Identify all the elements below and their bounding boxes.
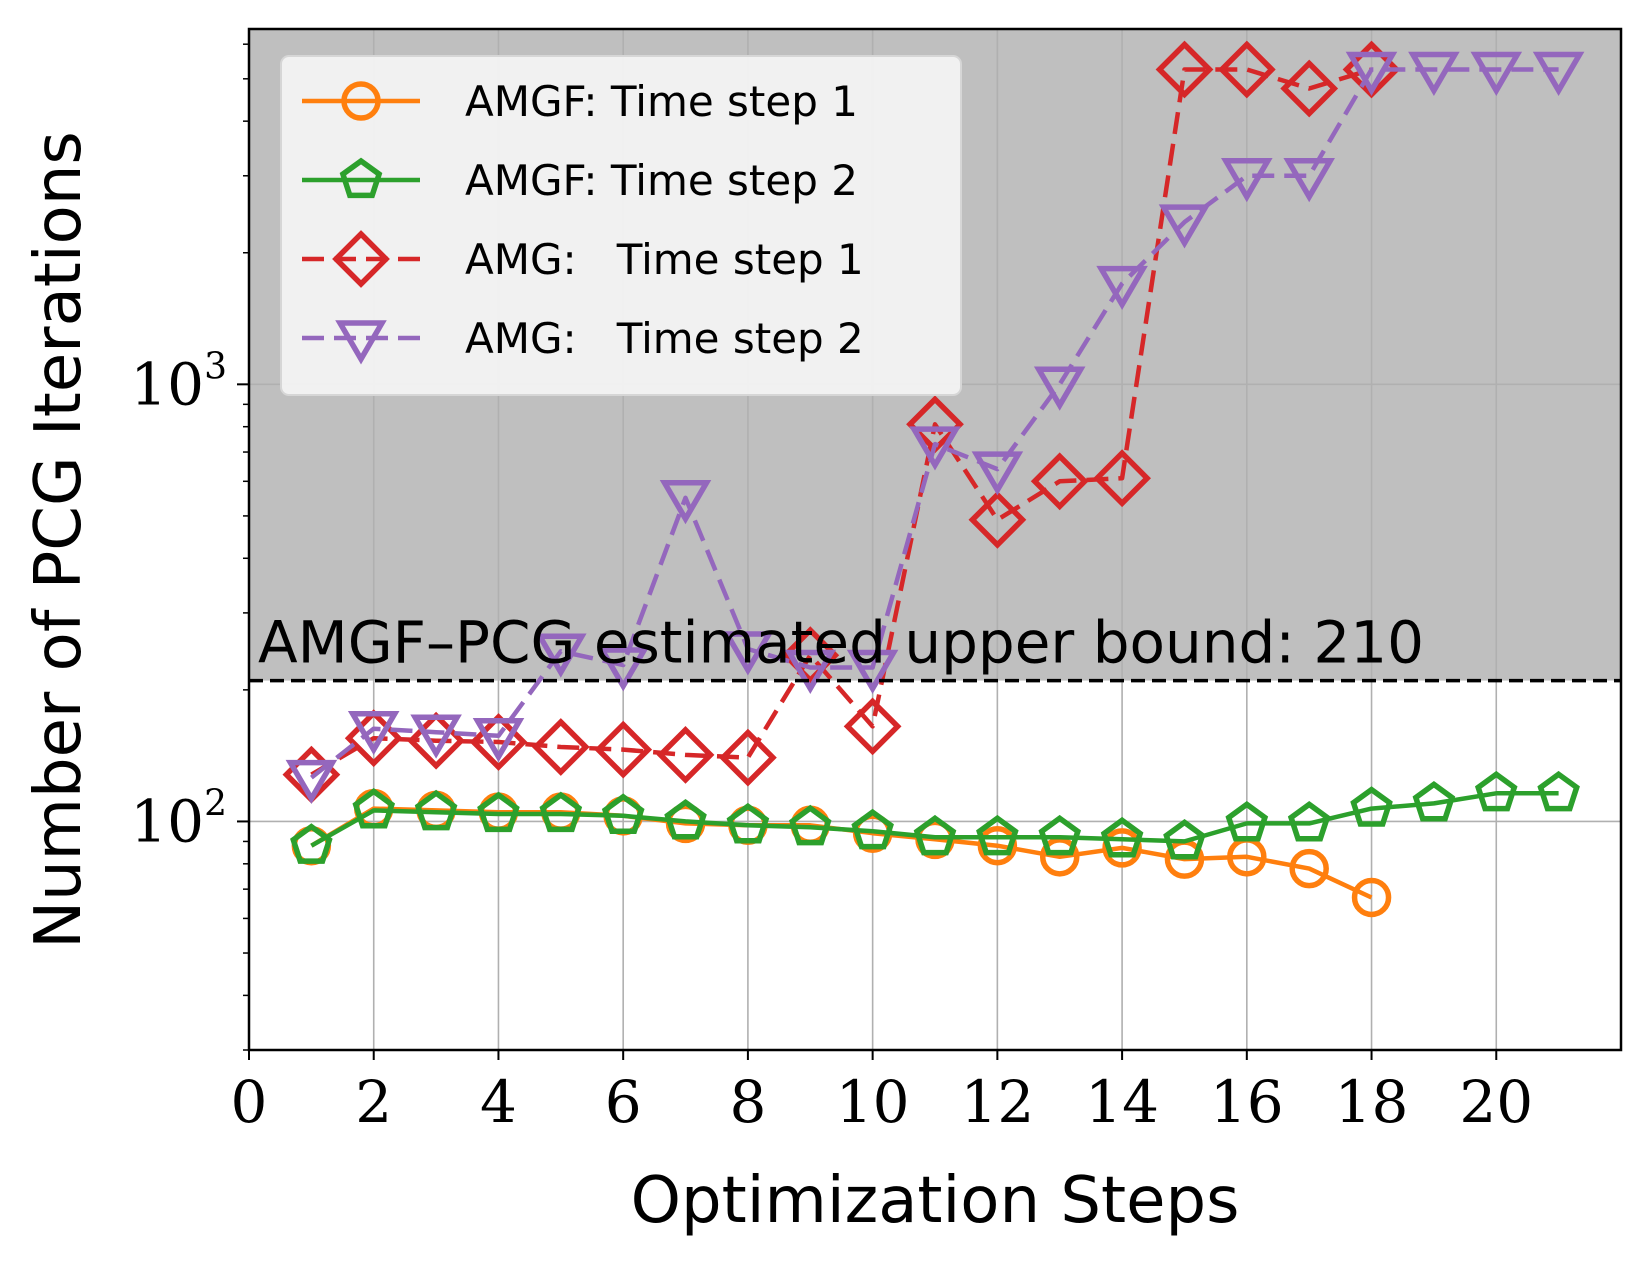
- legend-label: AMGF: Time step 1: [465, 77, 858, 126]
- series-line: [310, 67, 1559, 780]
- data-series: [282, 40, 1585, 918]
- data-point: [1096, 265, 1148, 311]
- y-axis-label: Number of PCG Iterations: [22, 131, 96, 949]
- data-point: [851, 808, 894, 850]
- data-point: [1038, 814, 1082, 856]
- legend-label: AMG: Time step 2: [465, 314, 864, 363]
- series-4: [285, 51, 1585, 805]
- data-point: [597, 647, 649, 692]
- legend-label: AMGF: Time step 2: [465, 156, 858, 205]
- data-point: [1039, 837, 1080, 877]
- legend-label: AMG: Time step 1: [465, 235, 864, 284]
- series-line: [310, 791, 1559, 848]
- data-point: [656, 726, 715, 784]
- x-tick-label: 8: [729, 1068, 766, 1136]
- data-point: [472, 718, 525, 763]
- data-point: [407, 711, 465, 770]
- data-point: [1474, 770, 1518, 812]
- data-point: [976, 814, 1019, 856]
- y-tick-label: 103: [130, 346, 227, 418]
- data-point: [977, 825, 1018, 866]
- x-tick-label: 10: [836, 1068, 910, 1136]
- data-point: [1289, 848, 1329, 889]
- upper-bound-line: AMGF–PCG estimated upper bound: 210: [249, 609, 1621, 683]
- data-point: [347, 710, 400, 756]
- legend-marker: [332, 230, 390, 288]
- data-point: [1280, 59, 1339, 118]
- y-tick-label: 102: [130, 783, 227, 855]
- data-point: [539, 791, 583, 833]
- data-point: [1100, 816, 1144, 858]
- data-point: [913, 814, 957, 856]
- data-point: [726, 802, 770, 844]
- x-tick-label: 4: [480, 1068, 517, 1136]
- series-2: [290, 770, 1580, 864]
- data-point: [410, 714, 462, 759]
- legend: AMGF: Time step 1 AMGF: Time step 2 AMG: T…: [280, 55, 962, 396]
- legend-marker: [341, 81, 381, 121]
- data-point: [1102, 828, 1142, 868]
- data-point: [784, 649, 837, 694]
- data-point: [1033, 366, 1086, 411]
- data-point: [1408, 51, 1460, 96]
- data-point: [968, 490, 1027, 549]
- data-point: [1283, 158, 1335, 203]
- data-point: [664, 798, 707, 840]
- data-point: [1163, 818, 1206, 860]
- x-tick-label: 16: [1210, 1068, 1284, 1136]
- data-point: [285, 759, 338, 805]
- data-point: [1537, 770, 1580, 812]
- x-tick-label: 12: [960, 1068, 1034, 1136]
- data-point: [1217, 40, 1276, 99]
- data-point: [601, 793, 645, 834]
- upper-bound-label: AMGF–PCG estimated upper bound: 210: [258, 609, 1424, 677]
- plot-frame: [247, 27, 1623, 1052]
- x-tick-label: 18: [1335, 1068, 1409, 1136]
- data-point: [1412, 781, 1456, 822]
- data-point: [1350, 786, 1393, 827]
- legend-marker: [339, 157, 383, 199]
- data-point: [1287, 801, 1331, 842]
- data-point: [971, 451, 1024, 496]
- data-point: [531, 718, 590, 776]
- data-point: [290, 823, 333, 864]
- data-point: [535, 633, 587, 678]
- data-point: [352, 788, 396, 829]
- data-point: [659, 480, 712, 525]
- data-point: [1155, 40, 1214, 99]
- data-point: [1470, 51, 1523, 96]
- data-point: [781, 626, 840, 685]
- data-point: [1345, 51, 1398, 96]
- data-point: [344, 709, 403, 768]
- data-point: [1093, 449, 1151, 508]
- x-tick-label: 2: [355, 1068, 392, 1136]
- data-point: [1532, 51, 1585, 96]
- x-tick-label: 0: [231, 1068, 268, 1136]
- data-point: [1221, 158, 1273, 203]
- data-point: [788, 804, 832, 846]
- data-point: [1030, 452, 1089, 511]
- x-tick-label: 20: [1459, 1068, 1533, 1136]
- data-point: [1225, 801, 1269, 842]
- data-point: [477, 791, 520, 833]
- series-1: [291, 788, 1392, 918]
- data-point: [722, 631, 774, 676]
- x-tick-label: 6: [605, 1068, 642, 1136]
- legend-marker: [335, 320, 387, 365]
- data-point: [909, 426, 961, 471]
- axis-ticks: 0 2 4 6 8 10 12 14 16 18 20 102 103: [130, 43, 1533, 1136]
- data-point: [1351, 877, 1392, 918]
- data-point: [846, 649, 899, 694]
- x-tick-label: 14: [1085, 1068, 1159, 1136]
- data-point: [594, 720, 653, 779]
- x-axis-label: Optimization Steps: [631, 1164, 1240, 1238]
- legend-box: [280, 55, 962, 396]
- data-point: [414, 789, 458, 831]
- data-point: [1158, 204, 1211, 249]
- data-point: [843, 697, 902, 756]
- series-line: [310, 67, 1373, 777]
- data-point: [719, 728, 777, 787]
